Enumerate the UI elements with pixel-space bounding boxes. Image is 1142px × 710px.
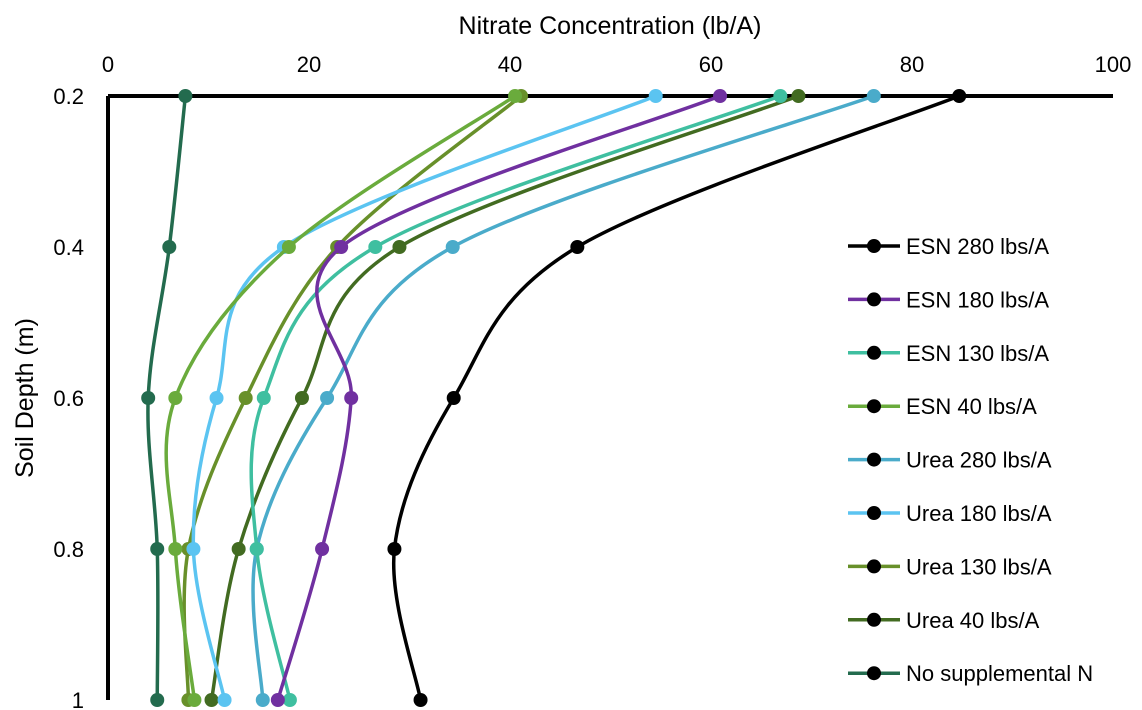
x-tick-label: 60 [699,52,723,77]
data-point [570,240,585,254]
x-axis-title: Nitrate Concentration (lb/A) [459,12,762,40]
legend-item: Urea 180 lbs/A [848,501,1052,526]
data-point [315,542,330,556]
series-line [182,94,523,701]
data-point [168,542,183,556]
data-point [866,89,881,103]
series-line [251,94,875,701]
data-point [209,391,224,405]
legend: ESN 280 lbs/A ESN 180 lbs/A ESN 130 lbs/A E… [848,234,1093,686]
legend-label: No supplemental N [906,661,1093,686]
legend-label: ESN 130 lbs/A [906,341,1049,366]
data-point [162,240,177,254]
data-point [344,391,359,405]
data-point [249,542,264,556]
legend-marker [867,612,881,627]
data-point [168,391,183,405]
legend-marker [867,292,881,307]
legend-item: Urea 280 lbs/A [848,448,1052,473]
series-line [209,94,800,701]
legend-marker [867,452,881,467]
data-point [508,89,523,103]
series-2 [249,89,788,707]
data-point [238,391,253,405]
data-point [281,240,296,254]
data-point [270,693,285,707]
data-point [368,240,383,254]
data-point [141,391,156,405]
x-tick-label: 0 [102,52,114,77]
legend-item: Urea 40 lbs/A [848,608,1040,633]
series-line [191,94,657,701]
legend-label: ESN 280 lbs/A [906,234,1049,259]
data-point [217,693,232,707]
data-point [187,693,202,707]
data-point [150,693,165,707]
series-line [391,94,960,701]
legend-marker [867,239,881,253]
x-tick-label: 100 [1095,52,1132,77]
legend-label: Urea 40 lbs/A [906,608,1040,633]
series-8 [141,89,193,707]
data-point [231,542,246,556]
data-point [387,542,402,556]
y-tick-labels: 0.2 0.4 0.6 0.8 1 [53,84,84,710]
legend-item: No supplemental N [848,661,1093,686]
legend-label: ESN 40 lbs/A [906,394,1037,419]
legend-item: ESN 40 lbs/A [848,394,1037,419]
x-tick-labels: 0 20 40 60 80 100 [102,52,1131,77]
series-1 [270,89,728,707]
data-point [773,89,788,103]
x-tick-label: 40 [498,52,522,77]
data-point [648,89,663,103]
legend-item: ESN 130 lbs/A [848,341,1049,366]
data-point [392,240,407,254]
series-7 [204,89,806,707]
legend-marker [867,559,881,574]
data-point [713,89,728,103]
y-tick-label: 1 [72,688,84,710]
series-line [249,94,781,701]
legend-marker [867,506,881,520]
y-tick-label: 0.2 [53,84,84,109]
legend-item: ESN 180 lbs/A [848,287,1049,312]
legend-label: Urea 180 lbs/A [906,501,1052,526]
data-point [320,391,335,405]
data-point [282,693,297,707]
data-point [334,240,349,254]
y-tick-label: 0.6 [53,386,84,411]
data-point [256,391,271,405]
legend-item: Urea 130 lbs/A [848,554,1052,579]
data-point [178,89,193,103]
data-point [204,693,219,707]
data-point [413,693,428,707]
plot-area [141,89,967,707]
x-tick-label: 20 [297,52,321,77]
data-point [255,693,270,707]
series-line [276,94,721,701]
y-tick-label: 0.8 [53,537,84,562]
series-3 [164,89,523,707]
y-axis-title: Soil Depth (m) [11,318,39,478]
y-tick-label: 0.4 [53,235,84,260]
data-point [294,391,309,405]
legend-item: ESN 280 lbs/A [848,234,1049,259]
data-point [791,89,806,103]
legend-label: Urea 280 lbs/A [906,448,1052,473]
legend-label: Urea 130 lbs/A [906,554,1052,579]
data-point [186,542,201,556]
series-line [164,94,516,701]
data-point [952,89,967,103]
data-point [446,391,461,405]
legend-marker [867,399,881,414]
legend-marker [867,345,881,360]
legend-label: ESN 180 lbs/A [906,287,1049,312]
legend-marker [867,666,881,681]
series-0 [387,89,967,707]
data-point [150,542,165,556]
data-point [445,240,460,254]
x-tick-label: 80 [900,52,924,77]
